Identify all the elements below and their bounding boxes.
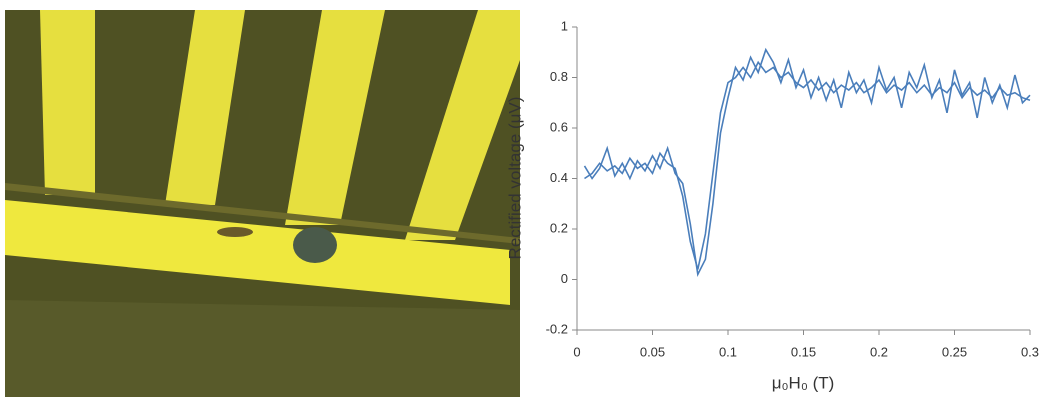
y-tick-label: -0.2 [546, 321, 568, 336]
photo-bar [5, 200, 510, 305]
micrograph [5, 10, 520, 397]
y-tick-label: 1 [561, 18, 568, 33]
photo-defect [217, 227, 253, 237]
x-tick-label: 0.15 [791, 344, 816, 359]
photo-stripe [165, 10, 245, 205]
y-tick-label: 0 [561, 271, 568, 286]
photo-defect [293, 227, 337, 263]
x-tick-label: 0.05 [640, 344, 665, 359]
photo-stripe [405, 10, 520, 240]
data-line [584, 60, 1031, 270]
photo-edge [5, 183, 520, 244]
x-tick-label: 0.3 [1021, 344, 1039, 359]
x-tick-label: 0.25 [942, 344, 967, 359]
x-tick-label: 0.2 [870, 344, 888, 359]
y-tick-label: 0.6 [550, 119, 568, 134]
photo-stripe [285, 10, 385, 225]
y-tick-label: 0.8 [550, 69, 568, 84]
x-tick-label: 0 [573, 344, 580, 359]
x-tick-label: 0.1 [719, 344, 737, 359]
y-axis-label: Rectified voltage (μV) [505, 97, 524, 260]
photo-substrate [5, 300, 520, 397]
photo-stripe [40, 10, 95, 195]
y-tick-label: 0.4 [550, 170, 568, 185]
x-axis-label: μ₀H₀ (T) [772, 373, 835, 392]
y-tick-label: 0.2 [550, 220, 568, 235]
